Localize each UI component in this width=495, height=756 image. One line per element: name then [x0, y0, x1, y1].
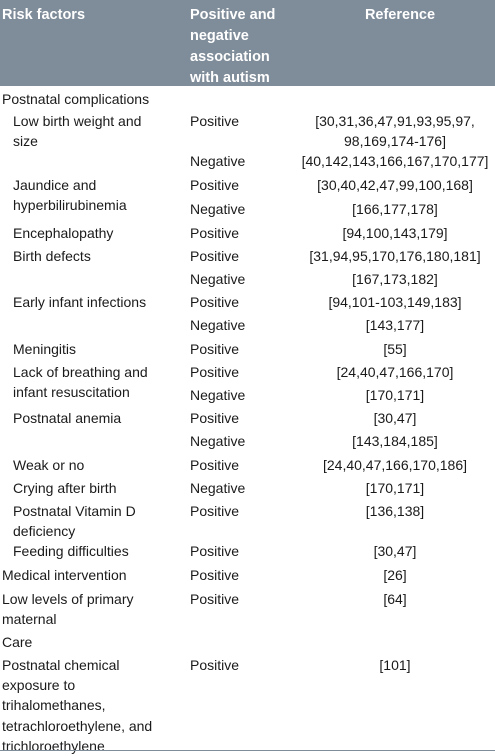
risk-factor-cell: exposure to: [2, 677, 76, 694]
reference-cell: [167,173,182]: [352, 271, 438, 287]
reference-cell: [143,184,185]: [352, 433, 438, 449]
association-cell: Positive: [190, 248, 240, 264]
reference-cell: [94,100,143,179]: [342, 225, 448, 241]
reference-cell: [55]: [383, 341, 407, 357]
header-line: association: [190, 49, 270, 65]
risk-factor-cell: trichloroethylene: [2, 737, 105, 754]
risk-factor-cell: Early infant infections: [13, 294, 147, 310]
association-cell: Negative: [190, 153, 246, 169]
reference-cell: [170,171]: [365, 480, 425, 496]
reference-cell: [30,31,36,47,91,93,95,97,: [315, 113, 475, 129]
reference-cell: [24,40,47,166,170,186]: [322, 457, 468, 473]
association-cell: Positive: [190, 457, 240, 473]
association-cell: Positive: [190, 567, 240, 583]
risk-factor-cell: deficiency: [13, 523, 76, 540]
association-cell: Positive: [190, 294, 240, 310]
header-association: Positive and negative association with auti…: [190, 5, 275, 89]
risk-factor-cell: Encephalopathy: [13, 225, 114, 241]
risk-factor-cell: Low levels of primary: [2, 591, 134, 607]
risk-factor-cell: Meningitis: [13, 341, 77, 357]
risk-factor-cell: maternal: [2, 611, 57, 628]
header-line: with autism: [190, 70, 270, 86]
reference-cell: [64]: [383, 591, 407, 607]
association-cell: Positive: [190, 503, 240, 519]
risk-factor-cell: trihalomethanes,: [2, 697, 106, 714]
association-cell: Positive: [190, 113, 240, 129]
reference-cell: [31,94,95,170,176,180,181]: [309, 248, 481, 264]
header-reference: Reference: [320, 5, 480, 26]
association-cell: Positive: [190, 225, 240, 241]
risk-factor-cell: Care: [2, 634, 33, 650]
risk-factor-cell: tetrachloroethylene, and: [2, 717, 153, 734]
association-cell: Negative: [190, 480, 246, 496]
reference-cell: [30,47]: [373, 543, 417, 559]
reference-cell: 98,169,174-176]: [344, 133, 446, 150]
risk-factor-cell: size: [13, 133, 38, 150]
risk-factor-cell: hyperbilirubinemia: [13, 197, 127, 214]
risk-factor-cell: Postnatal chemical: [2, 657, 120, 673]
reference-cell: [40,142,143,166,167,170,177]: [301, 153, 489, 169]
association-cell: Negative: [190, 387, 246, 403]
risk-factor-cell: Jaundice and: [13, 177, 97, 193]
reference-cell: [101]: [379, 657, 411, 673]
risk-factor-cell: Postnatal Vitamin D: [13, 503, 136, 519]
risk-factor-cell: Postnatal anemia: [13, 410, 122, 426]
reference-cell: [24,40,47,166,170]: [336, 364, 454, 380]
reference-cell: [166,177,178]: [352, 201, 438, 217]
header-risk-factors: Risk factors: [2, 5, 85, 26]
reference-cell: [143,177]: [365, 317, 425, 333]
reference-cell: [30,47]: [373, 410, 417, 426]
association-cell: Positive: [190, 177, 240, 193]
risk-factor-cell: Crying after birth: [13, 480, 117, 496]
reference-cell: [94,101-103,149,183]: [328, 294, 462, 310]
association-cell: Negative: [190, 271, 246, 287]
association-cell: Negative: [190, 201, 246, 217]
association-cell: Negative: [190, 433, 246, 449]
risk-factor-cell: Weak or no: [13, 457, 85, 473]
risk-factor-cell: Birth defects: [13, 248, 91, 264]
association-cell: Positive: [190, 341, 240, 357]
risk-factor-cell: Postnatal complications: [2, 91, 150, 107]
association-cell: Positive: [190, 591, 240, 607]
risk-factor-cell: infant resuscitation: [13, 384, 130, 401]
association-cell: Positive: [190, 543, 240, 559]
header-line: Reference: [364, 7, 436, 23]
risk-factor-cell: Feeding difficulties: [13, 543, 129, 559]
table-header: Risk factors Positive and negative associa…: [0, 0, 495, 86]
reference-cell: [170,171]: [365, 387, 425, 403]
reference-cell: [136,138]: [365, 503, 425, 519]
risk-factor-cell: Medical intervention: [2, 567, 127, 583]
risk-factor-cell: Lack of breathing and: [13, 364, 148, 380]
header-line: Positive and: [190, 7, 276, 23]
association-cell: Positive: [190, 410, 240, 426]
association-cell: Negative: [190, 317, 246, 333]
header-line: negative: [190, 28, 249, 44]
table-bottom-rule: [0, 750, 495, 751]
reference-cell: [30,40,42,47,99,100,168]: [317, 177, 473, 193]
header-line: Risk factors: [2, 7, 86, 23]
risk-factor-cell: Low birth weight and: [13, 113, 142, 129]
association-cell: Positive: [190, 364, 240, 380]
association-cell: Positive: [190, 657, 240, 673]
reference-cell: [26]: [383, 567, 407, 583]
